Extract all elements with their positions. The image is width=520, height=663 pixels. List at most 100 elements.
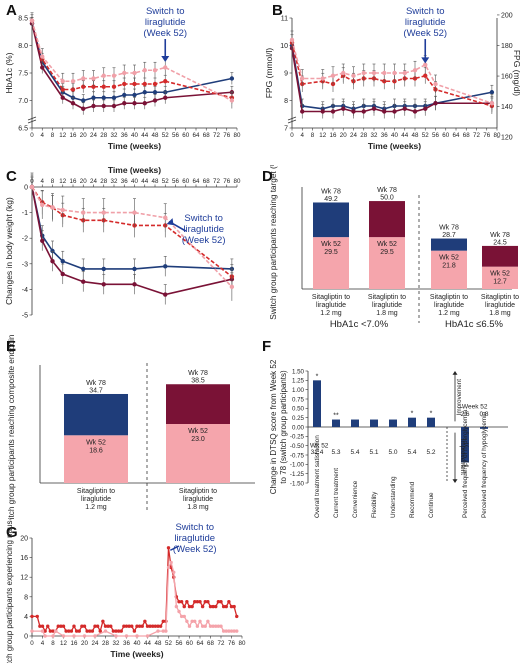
bar-category-label: 1.8 mg (489, 310, 511, 317)
x-tick-label: 28 (360, 132, 367, 139)
data-point-pink (320, 76, 325, 81)
bar-wk52-value: 12.7 (493, 279, 507, 286)
x-tick-label: 28 (100, 132, 107, 139)
data-point-light_pink (221, 629, 226, 633)
data-point-red (140, 624, 144, 628)
bar-wk78 (431, 238, 467, 251)
data-point-blue (81, 98, 86, 103)
data-point-red (229, 604, 234, 609)
data-point-red (77, 629, 81, 633)
bar-wk52-name: Wk 52 (377, 241, 397, 248)
y-tick-label: 4 (24, 614, 28, 621)
y-tick-label: 1.25 (292, 378, 305, 385)
y2-tick-label: 180 (501, 43, 513, 50)
bar-wk78-name: Wk 78 (490, 232, 510, 239)
data-point-red (203, 600, 207, 604)
data-point-red (109, 624, 113, 628)
data-point-red (152, 81, 158, 87)
x-tick-label: 52 (165, 640, 172, 647)
data-point-red (161, 619, 165, 623)
series-line-pink (31, 20, 233, 102)
data-point-light_pink (40, 629, 45, 633)
bar-wk52-name: Wk 52 (490, 271, 510, 278)
x-tick-label: 12 (59, 132, 66, 139)
data-point-red (127, 624, 131, 628)
data-point-maroon (142, 101, 147, 106)
data-point-pink (101, 210, 106, 215)
y-axis-label: Switch group participants reaching targe… (269, 165, 278, 320)
x-axis-label: Time (weeks) (108, 165, 161, 175)
data-point-red (187, 604, 192, 609)
y-tick-label: 1.00 (292, 387, 305, 394)
x-tick-label: 72 (218, 640, 225, 647)
data-point-light_pink (224, 629, 228, 633)
y-tick-label: 0.50 (292, 406, 305, 413)
x-tick-label: 80 (494, 132, 501, 139)
x-tick-label: 24 (90, 178, 97, 185)
switch-label-line1: Switch to (146, 6, 185, 17)
x-tick-label: 80 (234, 178, 241, 185)
y-tick-label: -5 (22, 313, 28, 320)
bar-wk78-value: 38.5 (191, 378, 205, 385)
data-point-red (111, 84, 117, 89)
x-tick-label: 56 (432, 132, 439, 139)
x-tick-label: 36 (121, 132, 128, 139)
data-point-pink (91, 76, 96, 81)
x-tick-label: 32 (113, 640, 120, 647)
bar-category-label: 1.2 mg (320, 310, 342, 317)
data-point-red (232, 604, 236, 609)
y2-tick-label: 160 (501, 74, 513, 81)
data-point-pink (132, 70, 137, 76)
y2-tick-label: 120 (501, 135, 513, 142)
data-point-light_pink (161, 629, 165, 633)
data-point-red (214, 604, 218, 609)
data-point-red (46, 624, 50, 628)
dtsq-bar (332, 419, 340, 427)
switch-label-line2: liraglutide (174, 533, 215, 544)
x-tick-label: 64 (193, 132, 200, 139)
data-point-red (67, 629, 71, 633)
data-point-red (106, 624, 110, 628)
bar-wk78-value: 34.7 (89, 387, 103, 394)
data-point-pink (152, 68, 158, 73)
data-point-red (95, 624, 100, 628)
data-point-red (130, 624, 134, 628)
data-point-red (163, 79, 168, 84)
panel-label-f: F (262, 338, 272, 355)
data-point-pink (361, 70, 366, 76)
switch-arrow-head (161, 56, 170, 62)
data-point-maroon (163, 292, 168, 297)
data-point-light_pink (156, 629, 160, 633)
bar-category-label: liraglutide (485, 302, 515, 309)
data-point-light_pink (187, 624, 192, 628)
data-point-red (166, 546, 171, 550)
data-point-light_pink (198, 619, 202, 623)
data-point-light_pink (124, 634, 129, 638)
data-point-pink (60, 79, 65, 84)
y-tick-label: 7 (284, 126, 288, 133)
panel-label-c: C (6, 168, 17, 185)
bar-wk78 (166, 384, 230, 424)
data-point-red (74, 629, 79, 633)
y-tick-label: 0.75 (292, 396, 305, 403)
x-tick-label: 8 (51, 178, 55, 185)
switch-label-line3: (Week 52) (143, 28, 187, 39)
data-point-red (80, 624, 84, 628)
data-point-red (90, 629, 95, 633)
x-tick-label: 52 (162, 132, 169, 139)
x-tick-label: 0 (290, 132, 294, 139)
bar-wk52-name: Wk 52 (321, 241, 341, 248)
x-axis-label: Time (weeks) (368, 141, 421, 151)
y-tick-label: 7.0 (18, 98, 28, 105)
data-point-red (69, 629, 74, 633)
x-tick-label: 68 (203, 132, 210, 139)
data-point-light_pink (93, 634, 97, 638)
data-point-red (98, 629, 102, 633)
x-tick-label: 56 (172, 132, 179, 139)
data-point-red (195, 600, 200, 604)
data-point-pink (101, 73, 106, 78)
category-label: Recommend (409, 481, 416, 518)
x-tick-label: 56 (176, 640, 183, 647)
data-point-pink (489, 101, 495, 106)
bar-wk52-value: 29.5 (380, 249, 394, 256)
